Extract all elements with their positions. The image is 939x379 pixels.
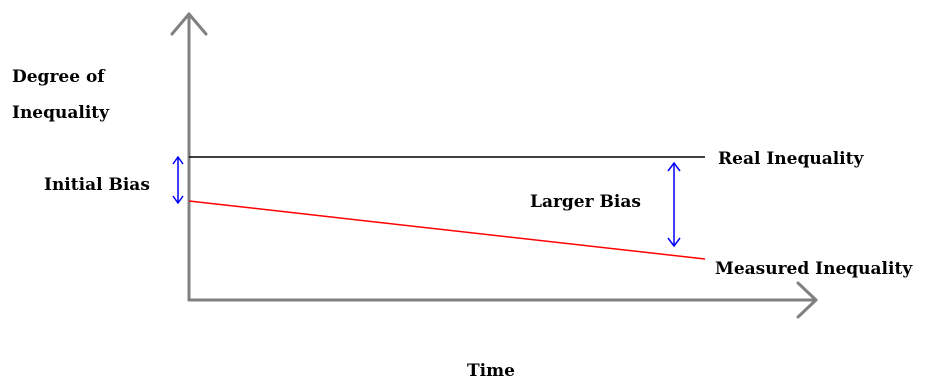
y-axis-arrowhead: [170, 12, 208, 36]
larger-bias-arrow: [667, 161, 681, 248]
x-axis: [187, 281, 818, 319]
larger-bias-label: Larger Bias: [530, 192, 641, 212]
real-inequality-label: Real Inequality: [718, 149, 864, 169]
y-axis-label-line2: Inequality: [12, 103, 110, 123]
initial-bias-label: Initial Bias: [44, 175, 150, 195]
initial-bias-arrow: [172, 155, 184, 205]
measured-inequality-line: [188, 200, 706, 260]
measured-inequality-label: Measured Inequality: [715, 259, 913, 279]
y-axis-label-line1: Degree of: [12, 67, 106, 87]
x-axis-label: Time: [467, 361, 515, 379]
x-axis-arrowhead: [796, 281, 818, 319]
